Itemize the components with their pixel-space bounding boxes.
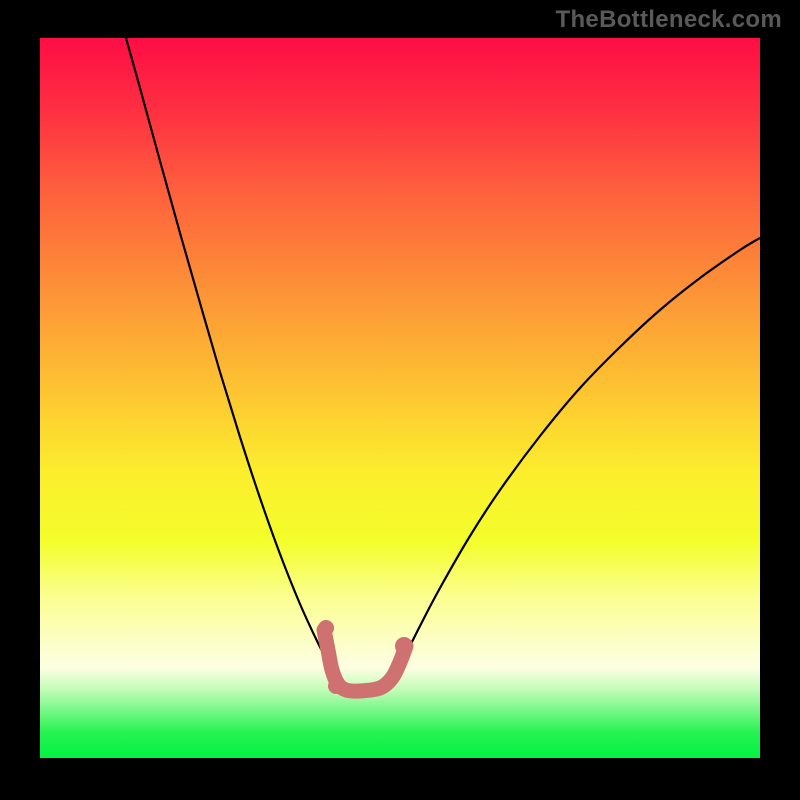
watermark-text: TheBottleneck.com xyxy=(556,6,782,34)
plot-area xyxy=(40,38,760,758)
curve-right xyxy=(400,238,760,666)
curves-overlay xyxy=(40,38,760,758)
curve-left xyxy=(126,38,330,666)
chart-frame: TheBottleneck.com xyxy=(0,0,800,800)
